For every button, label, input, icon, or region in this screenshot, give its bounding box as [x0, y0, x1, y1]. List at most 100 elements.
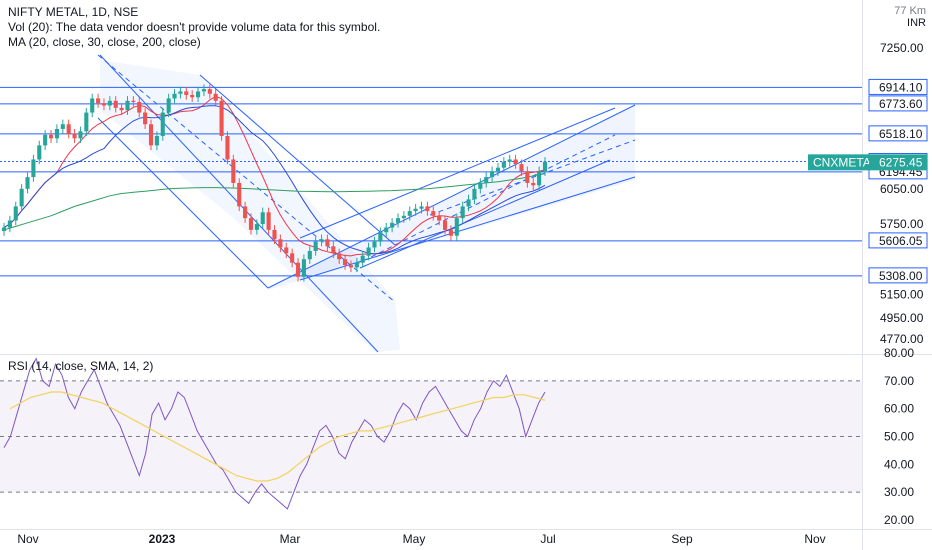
price-level-tag: [868, 267, 928, 284]
candle-body: [84, 112, 89, 132]
price-level-tag: [868, 95, 928, 112]
rsi-band-fill: [0, 380, 862, 493]
price-tick-label: 5750.00: [880, 217, 924, 231]
candle-body: [507, 159, 512, 162]
candle-body: [401, 215, 406, 219]
candle-body: [260, 212, 265, 225]
candle-body: [466, 199, 471, 207]
last-price-tag-text: 6275.45: [879, 155, 923, 169]
candle-body: [495, 167, 501, 172]
ma-200-line: [3, 173, 546, 231]
down-channel-median: [97, 54, 396, 303]
candle-body: [90, 98, 95, 113]
candle-body: [378, 232, 383, 242]
candle-body: [131, 100, 136, 102]
down-channel-line-2: [199, 74, 396, 246]
rsi-tick-label: 40.00: [884, 457, 914, 471]
candle-body: [213, 93, 218, 101]
candle-body: [190, 94, 195, 98]
candle-body: [442, 220, 448, 230]
symbol-tag-text: CNXMETAL: [813, 155, 878, 169]
down-channel-fill: [100, 60, 400, 352]
last-price-tag: [869, 154, 927, 171]
candle-body: [348, 265, 354, 268]
candle-body: [48, 134, 54, 139]
price-level-tag-text: 5606.05: [879, 234, 923, 248]
candle-body: [431, 211, 436, 216]
price-tick-label: 4950.00: [880, 311, 924, 325]
price-tick-label: 7250.00: [880, 41, 924, 55]
date-tick-label: May: [403, 532, 426, 546]
price-level-tag-text: 6518.10: [879, 127, 923, 141]
date-tick-label: Mar: [280, 532, 301, 546]
candle-body: [343, 259, 348, 266]
candle-body: [137, 101, 142, 113]
candle-body: [366, 247, 371, 256]
symbol-tag: [808, 154, 870, 171]
candle-body: [248, 218, 254, 230]
rsi-line: [3, 357, 546, 510]
price-tick-label: 5150.00: [880, 287, 924, 301]
candle-body: [278, 239, 283, 248]
up-channel-lower: [359, 159, 611, 269]
candle-body: [25, 177, 30, 189]
candle-body: [290, 253, 295, 263]
candle-body: [1, 227, 7, 232]
candle-body: [313, 241, 318, 251]
date-tick-label: 2023: [149, 532, 176, 546]
candle-body: [460, 206, 465, 219]
candle-body: [490, 171, 495, 178]
candle-body: [525, 171, 530, 183]
candle-body: [360, 255, 365, 263]
price-level-tag-text: 6914.10: [879, 80, 923, 94]
candle-body: [237, 182, 242, 207]
candle-body: [437, 215, 442, 221]
symbol-title: NIFTY METAL, 1D, NSE: [8, 5, 139, 19]
candle-body: [384, 227, 389, 233]
candle-body: [225, 136, 230, 160]
candle-body: [354, 262, 359, 268]
candle-body: [531, 182, 536, 186]
currency-code: INR: [907, 17, 926, 29]
price-tick-label: 4770.00: [880, 332, 924, 346]
rsi-tick-label: 70.00: [884, 374, 914, 388]
up-channel-median-2: [429, 139, 636, 216]
price-level-tag: [868, 78, 928, 95]
candle-body: [325, 239, 330, 247]
candle-body: [301, 259, 306, 277]
volume-indicator-note: Vol (20): The data vendor doesn't provid…: [8, 20, 381, 34]
candle-body: [307, 250, 312, 260]
price-level-tag: [868, 232, 928, 249]
candle-body: [119, 107, 124, 111]
candle-body: [201, 89, 206, 92]
candle-body: [231, 159, 236, 183]
candle-body: [501, 161, 506, 168]
up-channel-upper: [267, 104, 636, 289]
candle-body: [107, 100, 112, 106]
candle-body: [266, 212, 271, 230]
candle-body: [113, 100, 118, 108]
down-channel-lower: [97, 117, 269, 289]
candle-body: [125, 100, 130, 111]
rsi-tick-label: 50.00: [884, 430, 914, 444]
candle-body: [96, 98, 101, 104]
rsi-tick-label: 60.00: [884, 402, 914, 416]
candle-body: [319, 239, 324, 242]
candle-body: [537, 171, 542, 186]
candle-body: [148, 124, 154, 146]
candle-body: [419, 206, 424, 209]
candle-body: [72, 133, 77, 139]
candle-body: [243, 206, 248, 219]
candle-body: [37, 145, 42, 160]
date-tick-label: Nov: [17, 532, 38, 546]
candle-body: [219, 100, 224, 137]
candle-body: [472, 188, 477, 200]
candle-body: [337, 253, 342, 260]
date-tick-label: Nov: [804, 532, 825, 546]
rsi-tick-label: 30.00: [884, 485, 914, 499]
currency-top-label: 77 Km: [894, 5, 926, 17]
price-level-tag-text: 6773.60: [879, 97, 923, 111]
currency-label: 77 Km INR: [894, 5, 926, 29]
